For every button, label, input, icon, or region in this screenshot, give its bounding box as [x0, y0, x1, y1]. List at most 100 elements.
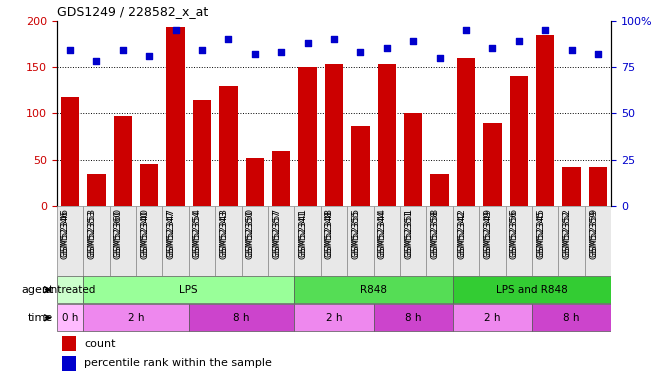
Bar: [506, 206, 532, 276]
Bar: [351, 126, 369, 206]
Text: GSM52352: GSM52352: [562, 208, 572, 256]
Text: GSM52345: GSM52345: [536, 208, 545, 256]
Text: GSM52350: GSM52350: [246, 208, 255, 257]
Text: GSM52348: GSM52348: [325, 208, 334, 256]
Bar: [215, 206, 242, 276]
Text: GSM52351: GSM52351: [404, 208, 413, 257]
Point: [540, 27, 550, 33]
Bar: [430, 174, 449, 206]
Bar: [483, 123, 502, 206]
Text: GSM52355: GSM52355: [351, 208, 361, 257]
Point: [223, 36, 234, 42]
Text: count: count: [84, 339, 116, 349]
Bar: [562, 167, 581, 206]
Text: GSM52344: GSM52344: [378, 208, 387, 256]
Point: [91, 58, 102, 64]
Text: GSM52360: GSM52360: [114, 208, 123, 257]
Text: 8 h: 8 h: [563, 313, 580, 323]
Point: [355, 49, 366, 55]
Text: GSM52355: GSM52355: [351, 210, 361, 259]
Bar: [295, 206, 321, 276]
Text: LPS and R848: LPS and R848: [496, 285, 568, 295]
Bar: [479, 206, 506, 276]
Bar: [62, 336, 75, 351]
Bar: [189, 304, 295, 332]
Bar: [377, 64, 396, 206]
Bar: [57, 276, 84, 303]
Bar: [162, 206, 189, 276]
Point: [329, 36, 339, 42]
Bar: [268, 206, 295, 276]
Bar: [219, 86, 238, 206]
Text: GSM52341: GSM52341: [299, 210, 307, 259]
Text: GSM52349: GSM52349: [484, 210, 492, 259]
Text: GSM52357: GSM52357: [272, 210, 281, 259]
Bar: [140, 165, 158, 206]
Text: 2 h: 2 h: [484, 313, 500, 323]
Text: agent: agent: [21, 285, 53, 295]
Text: GSM52358: GSM52358: [431, 210, 440, 259]
Bar: [373, 206, 400, 276]
Bar: [453, 206, 479, 276]
Text: GSM52359: GSM52359: [589, 208, 598, 257]
Bar: [84, 276, 295, 303]
Text: 2 h: 2 h: [326, 313, 342, 323]
Bar: [295, 276, 453, 303]
Bar: [295, 304, 373, 332]
Text: LPS: LPS: [180, 285, 198, 295]
Bar: [453, 304, 532, 332]
Text: GSM52343: GSM52343: [219, 208, 228, 256]
Text: GSM52346: GSM52346: [61, 210, 70, 259]
Point: [408, 38, 419, 44]
Text: percentile rank within the sample: percentile rank within the sample: [84, 358, 272, 368]
Bar: [110, 206, 136, 276]
Point: [144, 53, 154, 59]
Bar: [321, 206, 347, 276]
Bar: [242, 206, 268, 276]
Text: GSM52343: GSM52343: [219, 210, 228, 259]
Bar: [84, 206, 110, 276]
Text: untreated: untreated: [44, 285, 96, 295]
Bar: [510, 76, 528, 206]
Text: GSM52344: GSM52344: [378, 210, 387, 259]
Bar: [532, 206, 558, 276]
Point: [487, 45, 498, 51]
Bar: [189, 206, 215, 276]
Bar: [61, 97, 79, 206]
Text: GDS1249 / 228582_x_at: GDS1249 / 228582_x_at: [57, 5, 208, 18]
Bar: [299, 67, 317, 206]
Text: GSM52353: GSM52353: [88, 210, 96, 259]
Text: GSM52342: GSM52342: [457, 210, 466, 259]
Bar: [536, 34, 554, 206]
Text: GSM52345: GSM52345: [536, 210, 545, 259]
Text: 8 h: 8 h: [233, 313, 250, 323]
Bar: [347, 206, 373, 276]
Text: GSM52357: GSM52357: [272, 208, 281, 257]
Point: [566, 47, 577, 53]
Bar: [193, 99, 211, 206]
Text: GSM52349: GSM52349: [484, 208, 492, 256]
Text: GSM52356: GSM52356: [510, 208, 519, 257]
Text: GSM52347: GSM52347: [166, 210, 176, 259]
Point: [593, 51, 603, 57]
Bar: [404, 113, 422, 206]
Point: [276, 49, 287, 55]
Point: [461, 27, 472, 33]
Text: GSM52340: GSM52340: [140, 208, 149, 256]
Bar: [87, 174, 106, 206]
Bar: [166, 27, 185, 206]
Bar: [584, 206, 611, 276]
Bar: [457, 58, 475, 206]
Bar: [114, 116, 132, 206]
Point: [170, 27, 181, 33]
Text: GSM52354: GSM52354: [193, 208, 202, 256]
Bar: [426, 206, 453, 276]
Bar: [84, 304, 189, 332]
Point: [196, 47, 207, 53]
Point: [434, 55, 445, 61]
Bar: [272, 150, 291, 206]
Point: [381, 45, 392, 51]
Point: [118, 47, 128, 53]
Text: GSM52358: GSM52358: [431, 208, 440, 257]
Text: GSM52342: GSM52342: [457, 208, 466, 256]
